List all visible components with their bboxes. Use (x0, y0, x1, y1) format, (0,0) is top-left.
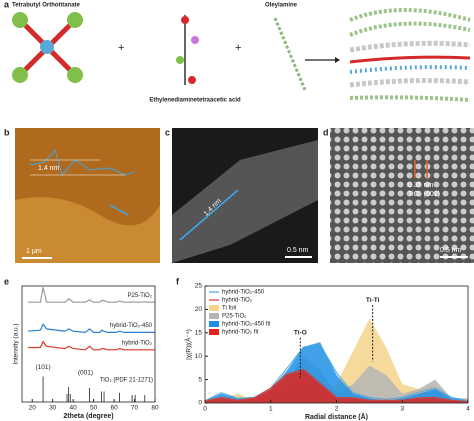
x-tick-label: 80 (151, 405, 159, 412)
x-tick-label: 0 (203, 406, 207, 413)
panel-label: f (176, 276, 180, 286)
annotation: (001) (78, 370, 93, 377)
panel-label: a (4, 0, 10, 9)
scale-label: 1 μm (26, 248, 42, 255)
molecule-titanate (12, 12, 83, 83)
y-axis-label: Intensity (a.u.) (13, 323, 20, 364)
legend-label: hybrid-TiO₂ (222, 298, 253, 304)
molecule-edta (176, 15, 199, 85)
molecule-oleylamine (273, 17, 307, 91)
x-tick-label: 30 (49, 405, 57, 412)
x-tick-label: 60 (110, 405, 118, 412)
legend-swatch (209, 313, 219, 319)
panel-label: c (165, 127, 170, 137)
y-tick-label: 20 (195, 306, 203, 313)
x-tick-label: 2 (335, 406, 339, 413)
legend-swatch (209, 305, 219, 311)
x-tick-label: 4 (466, 406, 470, 413)
series-label: hybrid-TiO₂ (122, 340, 153, 346)
series-line (28, 323, 155, 334)
series-area (205, 342, 468, 403)
reference-label: TiO₂ (PDF 21-1271) (100, 378, 153, 384)
series-area (205, 370, 468, 403)
series-label: P25-TiO₂ (128, 293, 153, 299)
annotation: Ti-O (294, 330, 307, 337)
series-line (28, 287, 155, 303)
height-label: 1.4 nm (38, 165, 60, 172)
panel-label: d (323, 127, 329, 137)
series-label: hybrid-TiO₂-450 (110, 323, 153, 329)
x-tick-label: 50 (90, 405, 98, 412)
plus: + (118, 42, 124, 54)
scale-label: 0.5 nm (440, 247, 462, 254)
reactant-name: Oleylamine (265, 3, 298, 9)
series-line (28, 340, 155, 351)
series-line (204, 343, 469, 402)
y-axis-label: |χ(R)|(Å⁻⁴) (184, 329, 193, 360)
x-axis-label: Radial distance (Å) (305, 412, 368, 421)
y-tick-label: 25 (195, 283, 203, 290)
legend-label: Ti foil (222, 306, 236, 312)
legend-label: P25-TiO₂ (222, 314, 247, 320)
plane-label: TiO₂ (001) (408, 191, 440, 198)
legend-label: hybrid-TiO₂-450 fit (222, 322, 271, 328)
legend-swatch (209, 321, 219, 327)
arrow-head (335, 57, 340, 63)
x-tick-label: 3 (400, 406, 404, 413)
x-tick-label: 20 (29, 405, 37, 412)
reactant-name: Ethylenediaminetetraacetic acid (149, 98, 241, 104)
plus: + (235, 42, 241, 54)
scale-label: 0.5 nm (287, 247, 309, 254)
panel-label: e (4, 276, 9, 286)
product-structure (349, 8, 471, 102)
y-tick-label: 15 (195, 330, 203, 337)
legend-label: hybrid-TiO₂ fit (222, 330, 259, 336)
spacing-label: 0.35 nm (408, 182, 433, 189)
profile-line (109, 204, 129, 216)
x-tick-label: 40 (70, 405, 78, 412)
x-axis-label: 2theta (degree) (63, 413, 113, 420)
y-tick-label: 0 (198, 400, 202, 407)
stem-layer (172, 140, 318, 263)
y-tick-label: 10 (195, 353, 203, 360)
reactant-name: Tetrabutyl Orthotitanate (12, 3, 81, 9)
annotation: Ti-Ti (366, 297, 380, 304)
hrtem-image (330, 128, 474, 263)
x-tick-label: 1 (269, 406, 273, 413)
y-tick-label: 5 (198, 376, 202, 383)
plot-frame (21, 285, 156, 403)
annotation: (101) (35, 364, 50, 371)
afm-terrace (15, 197, 160, 263)
series-line (204, 368, 469, 403)
legend-label: hybrid-TiO₂-450 (222, 290, 265, 296)
panel-label: b (4, 127, 10, 137)
width-line (179, 189, 239, 241)
x-tick-label: 70 (131, 405, 139, 412)
legend-swatch (209, 329, 219, 335)
